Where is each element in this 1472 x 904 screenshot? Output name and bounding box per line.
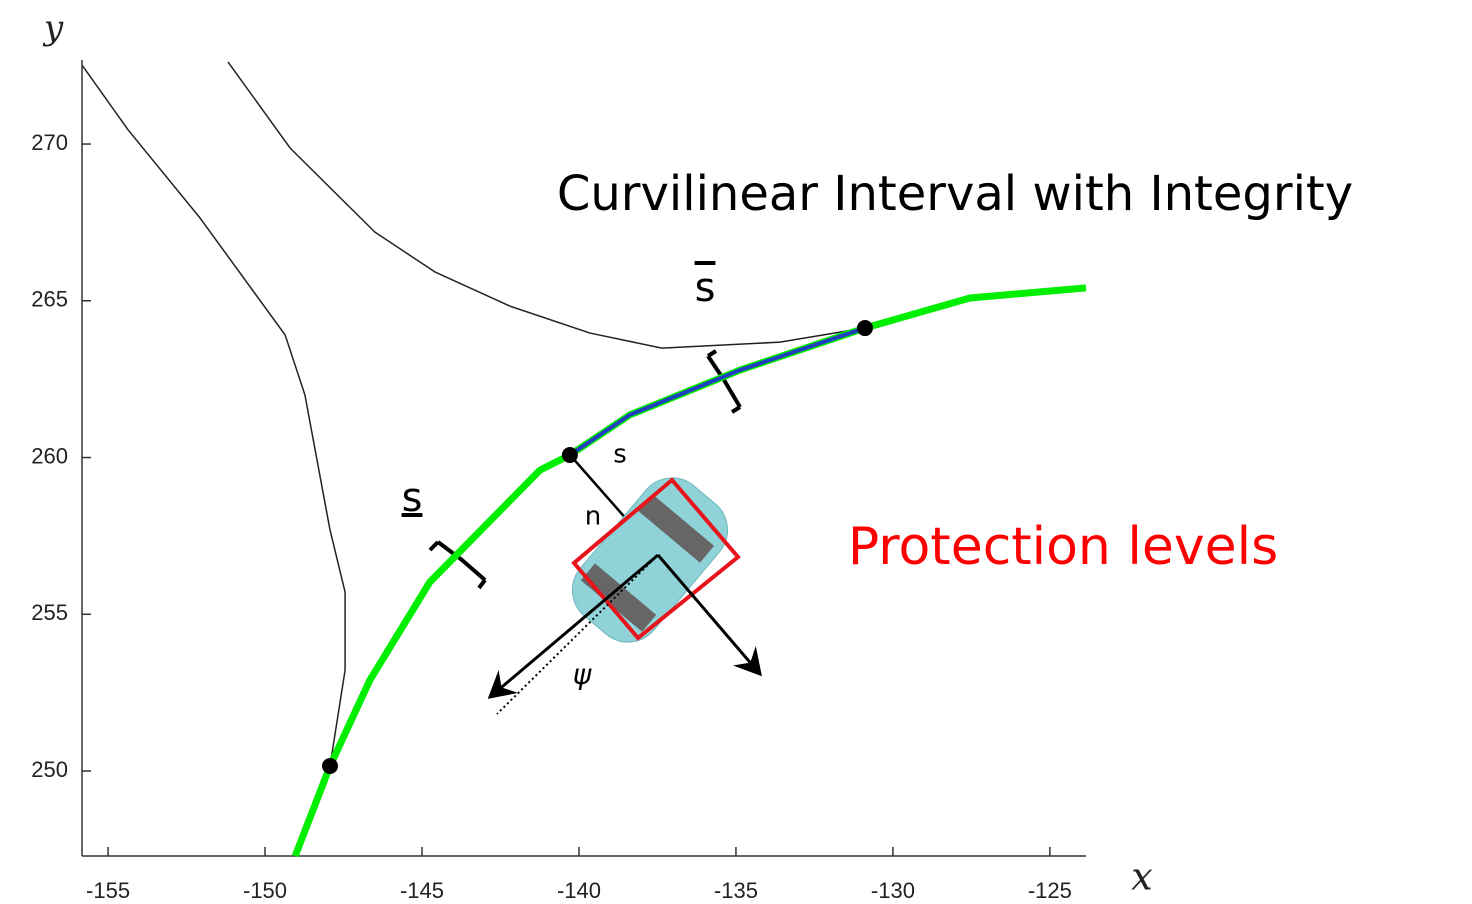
node (322, 758, 339, 775)
y-tick-label: 270 (31, 130, 68, 155)
annotation: n (585, 502, 601, 532)
x-tick-label: -150 (243, 878, 287, 903)
road-line (227, 61, 866, 349)
x-axis-label: x (1131, 855, 1152, 899)
node (856, 320, 873, 337)
annotation: s (695, 265, 716, 311)
x-tick-label: -155 (86, 878, 130, 903)
x-tick-label: -140 (557, 878, 601, 903)
y-tick-label: 250 (31, 757, 68, 782)
annotation: s (402, 475, 423, 521)
annotation: Curvilinear Interval with Integrity (557, 166, 1353, 222)
y-tick-label: 260 (31, 443, 68, 468)
x-tick-label: -135 (714, 878, 758, 903)
road-line (568, 326, 866, 457)
x-tick-label: -125 (1028, 878, 1072, 903)
road-line (81, 64, 346, 767)
vehicle (428, 349, 762, 715)
y-axis-label: y (42, 8, 64, 48)
x-tick-label: -145 (400, 878, 444, 903)
annotation: s (613, 440, 627, 470)
y-tick-label: 265 (31, 287, 68, 312)
annotation: Protection levels (848, 517, 1278, 577)
x-tick-label: -130 (871, 878, 915, 903)
node (561, 447, 578, 464)
y-tick-label: 255 (31, 600, 68, 625)
annotation: ψ (573, 658, 592, 691)
